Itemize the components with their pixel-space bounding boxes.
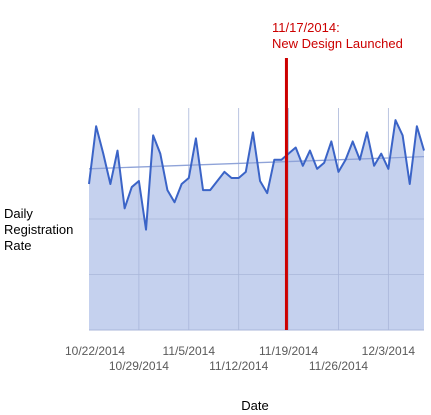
annotation-line-1: 11/17/2014: bbox=[272, 20, 340, 35]
y-axis-title: Daily Registration Rate bbox=[4, 206, 73, 253]
annotation-group: 11/17/2014: New Design Launched bbox=[272, 20, 403, 330]
y-axis-title-line-2: Registration bbox=[4, 222, 73, 237]
x-axis-ticks: 10/22/201410/29/201411/5/201411/12/20141… bbox=[65, 344, 415, 373]
x-tick-label: 12/3/2014 bbox=[362, 344, 416, 358]
x-tick-label: 10/29/2014 bbox=[109, 359, 169, 373]
series-line bbox=[88, 119, 425, 231]
x-tick-label: 11/5/2014 bbox=[163, 344, 216, 358]
x-tick-label: 11/12/2014 bbox=[209, 359, 268, 373]
x-axis-title: Date bbox=[241, 398, 268, 413]
plot-area bbox=[88, 108, 425, 331]
area-fill bbox=[89, 120, 424, 330]
y-axis-title-line-1: Daily bbox=[4, 206, 33, 221]
y-axis-title-line-3: Rate bbox=[4, 238, 31, 253]
x-tick-label: 11/26/2014 bbox=[309, 359, 368, 373]
annotation-line-2: New Design Launched bbox=[272, 36, 403, 51]
x-tick-label: 11/19/2014 bbox=[259, 344, 318, 358]
x-tick-label: 10/22/2014 bbox=[65, 344, 125, 358]
